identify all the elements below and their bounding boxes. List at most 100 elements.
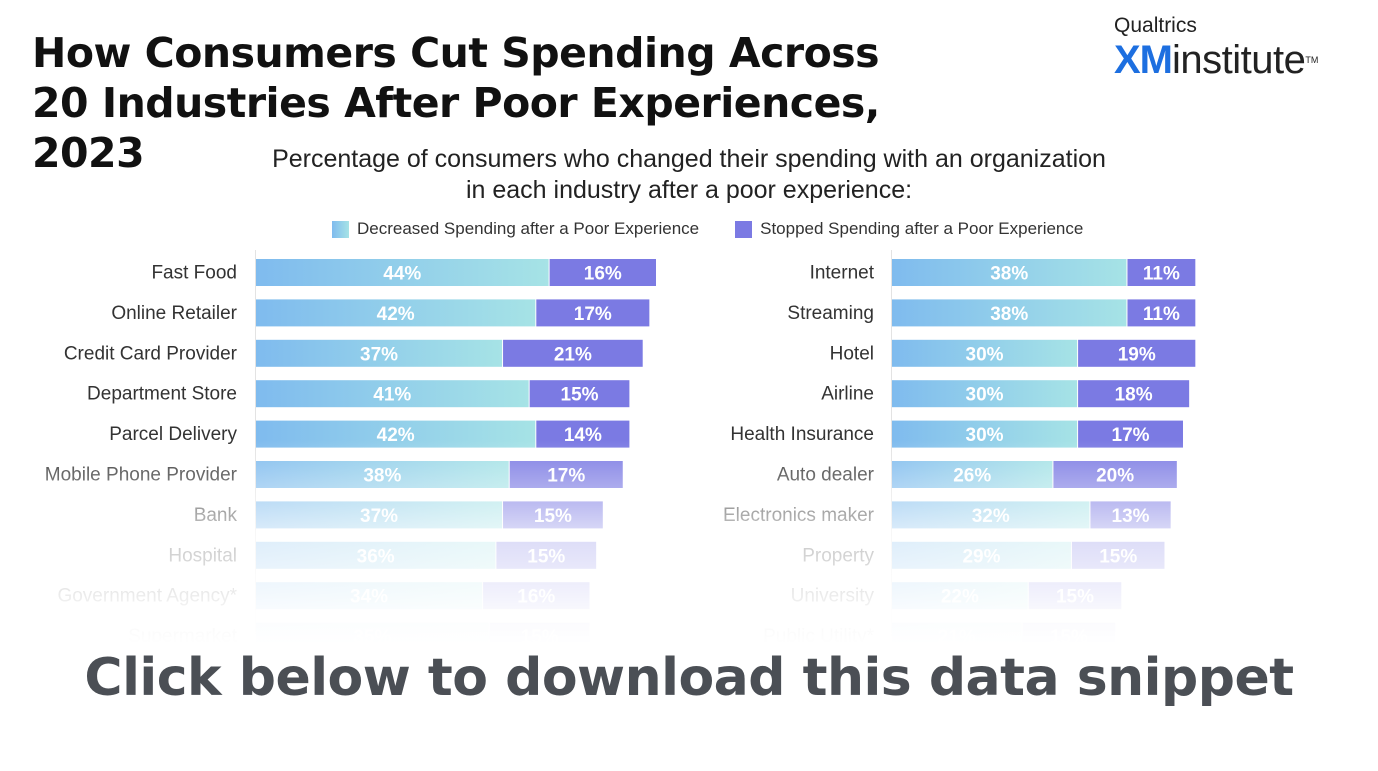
right-value-decreased: 32% — [972, 506, 1010, 527]
right-value-stopped: 19% — [1118, 344, 1156, 365]
left-bar-decreased — [256, 299, 536, 327]
right-bar-row: Health Insurance 30% 17% — [730, 420, 1183, 448]
left-bar-row: Department Store 41% 15% — [87, 380, 630, 408]
left-bar-decreased — [256, 380, 529, 408]
right-value-decreased: 38% — [990, 264, 1028, 285]
chart-subtitle: Percentage of consumers who changed thei… — [180, 144, 1198, 206]
download-snippet-cta[interactable]: Click below to download this data snippe… — [84, 648, 1294, 708]
right-value-decreased: 22% — [941, 587, 979, 608]
right-value-decreased: 26% — [953, 466, 991, 487]
stacked-bar-charts: Fast Food 44% 16% Online Retailer 42% 17% Cred… — [45, 250, 1196, 642]
left-category-label: Bank — [194, 505, 238, 526]
brand-wordmark: XMinstituteTM — [1114, 38, 1364, 82]
right-category-label: Airline — [821, 384, 874, 405]
left-bar-row: Online Retailer 42% 17% — [111, 299, 650, 327]
left-value-decreased: 42% — [377, 425, 415, 446]
left-value-stopped: 16% — [584, 264, 622, 285]
right-category-label: Internet — [810, 263, 875, 284]
right-value-stopped: 11% — [1143, 264, 1180, 285]
right-value-decreased: 30% — [966, 385, 1004, 406]
right-bar-row: Hotel 30% 19% — [830, 339, 1196, 367]
left-value-stopped: 15% — [521, 627, 559, 642]
right-bar-row: Public Utility* 21% 15% — [763, 622, 1116, 642]
left-value-stopped: 17% — [547, 466, 585, 487]
right-bar-stopped — [1078, 380, 1190, 408]
right-bar-decreased — [892, 380, 1078, 408]
left-value-stopped: 14% — [564, 425, 602, 446]
left-value-decreased: 44% — [383, 264, 421, 285]
right-bar-stopped — [1078, 339, 1196, 367]
brand-trademark: TM — [1305, 55, 1319, 65]
left-bar-row: Credit Card Provider 37% 21% — [64, 339, 643, 367]
left-bar-row: Mobile Phone Provider 38% 17% — [45, 461, 623, 488]
brand-qualtrics: Qualtrics — [1114, 14, 1197, 37]
right-bar-stopped — [1127, 259, 1196, 286]
legend-label-stopped: Stopped Spending after a Poor Experience — [760, 219, 1084, 238]
right-bar-row: Internet 38% 11% — [810, 259, 1196, 286]
right-bar-row: Electronics maker 32% 13% — [723, 501, 1171, 529]
right-value-stopped: 17% — [1112, 425, 1150, 446]
brand-institute: institute — [1172, 38, 1306, 82]
left-category-label: Fast Food — [151, 263, 237, 284]
right-bar-stopped — [1127, 299, 1196, 327]
left-value-decreased: 35% — [353, 627, 391, 642]
left-category-label: Mobile Phone Provider — [45, 465, 238, 486]
right-bar-row: Auto dealer 26% 20% — [777, 461, 1177, 488]
left-value-decreased: 34% — [350, 587, 388, 608]
left-value-decreased: 38% — [363, 466, 401, 487]
right-value-stopped: 15% — [1056, 587, 1094, 608]
left-bar-row: Parcel Delivery 42% 14% — [109, 420, 630, 448]
right-value-decreased: 21% — [938, 627, 976, 642]
right-value-stopped: 15% — [1050, 627, 1088, 642]
left-bar-stopped — [536, 299, 650, 327]
left-category-label: Credit Card Provider — [64, 343, 238, 364]
left-category-label: Online Retailer — [111, 303, 237, 324]
subtitle-line-1: Percentage of consumers who changed thei… — [272, 145, 1106, 173]
right-value-decreased: 29% — [962, 546, 1000, 567]
left-value-stopped: 15% — [534, 506, 572, 527]
left-category-label: Government Agency* — [57, 586, 237, 607]
left-bar-decreased — [256, 339, 503, 367]
legend-label-decreased: Decreased Spending after a Poor Experien… — [357, 219, 700, 238]
subtitle-line-2: in each industry after a poor experience… — [465, 176, 913, 204]
left-value-decreased: 41% — [373, 385, 411, 406]
right-bar-decreased — [892, 339, 1078, 367]
right-category-label: Streaming — [787, 303, 874, 324]
right-value-stopped: 18% — [1115, 385, 1153, 406]
left-bar-row: Fast Food 44% 16% — [151, 259, 656, 286]
left-value-decreased: 37% — [360, 506, 398, 527]
right-bar-decreased — [892, 259, 1127, 286]
left-value-stopped: 16% — [517, 587, 555, 608]
left-bar-stopped — [503, 339, 643, 367]
right-value-decreased: 38% — [990, 304, 1028, 325]
charts-container: Fast Food 44% 16% Online Retailer 42% 17% Cred… — [0, 250, 1378, 642]
right-value-decreased: 30% — [966, 425, 1004, 446]
left-bar-stopped — [529, 380, 630, 408]
left-value-stopped: 21% — [554, 344, 592, 365]
chart-legend: Decreased Spending after a Poor Experien… — [332, 219, 1083, 239]
legend-swatch-decreased — [332, 220, 349, 238]
right-category-label: Public Utility* — [763, 626, 874, 642]
left-value-decreased: 36% — [357, 546, 395, 567]
qualtrics-xm-institute-logo: Qualtrics XMinstituteTM — [1114, 14, 1364, 82]
left-category-label: Supermarket — [128, 626, 237, 642]
right-bar-row: Streaming 38% 11% — [787, 299, 1196, 327]
right-bar-row: Airline 30% 18% — [821, 380, 1190, 408]
left-category-label: Department Store — [87, 384, 237, 405]
right-category-label: Hotel — [830, 343, 874, 364]
left-value-decreased: 42% — [377, 304, 415, 325]
page-title: How Consumers Cut Spending Across 20 Ind… — [32, 29, 880, 177]
right-category-label: Health Insurance — [730, 424, 874, 445]
right-bar-row: Property 29% 15% — [802, 541, 1165, 569]
left-value-stopped: 15% — [561, 385, 599, 406]
right-category-label: Property — [802, 545, 874, 566]
left-bar-row: Supermarket 35% 15% — [128, 622, 590, 642]
left-value-stopped: 15% — [527, 546, 565, 567]
right-value-decreased: 30% — [966, 344, 1004, 365]
right-value-stopped: 13% — [1112, 506, 1150, 527]
left-category-label: Hospital — [168, 545, 237, 566]
left-value-stopped: 17% — [574, 304, 612, 325]
left-category-label: Parcel Delivery — [109, 424, 237, 445]
right-value-stopped: 15% — [1099, 546, 1137, 567]
brand-xm: XM — [1114, 38, 1173, 82]
